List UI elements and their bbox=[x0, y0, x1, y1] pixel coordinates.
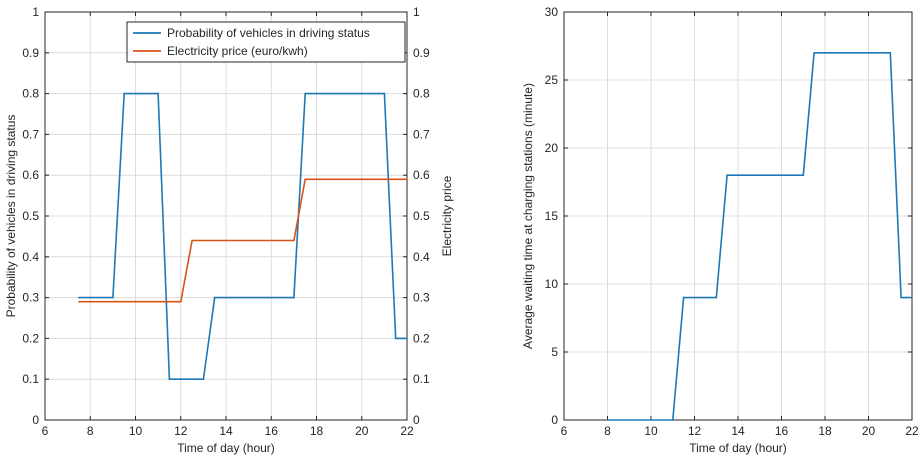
y2-tick-label: 0.8 bbox=[413, 87, 430, 101]
x-tick-label: 14 bbox=[219, 424, 233, 438]
x-tick-label: 6 bbox=[561, 424, 568, 438]
series-2-point bbox=[191, 239, 193, 242]
series-1-point bbox=[112, 296, 114, 299]
y-tick-label: 0.5 bbox=[22, 209, 39, 223]
legend: Probability of vehicles in driving statu… bbox=[126, 21, 406, 63]
x-tick-label: 12 bbox=[174, 424, 188, 438]
y-tick-label: 0.8 bbox=[22, 87, 39, 101]
y2-tick-label: 0.2 bbox=[413, 331, 430, 345]
series-2-point bbox=[406, 178, 408, 181]
x-tick-label: 10 bbox=[644, 424, 658, 438]
y2-axis-label: Electricity price bbox=[440, 175, 454, 256]
series-1-point bbox=[911, 296, 913, 299]
y2-tick-label: 0.1 bbox=[413, 372, 430, 386]
y-axis-label: Average waiting time at charging station… bbox=[521, 83, 535, 349]
x-tick-label: 8 bbox=[87, 424, 94, 438]
y-tick-label: 30 bbox=[545, 5, 559, 19]
x-tick-label: 16 bbox=[775, 424, 789, 438]
x-tick-label: 8 bbox=[604, 424, 611, 438]
x-tick-label: 22 bbox=[400, 424, 414, 438]
series-1-point bbox=[78, 296, 80, 299]
y-tick-label: 0.6 bbox=[22, 168, 39, 182]
series-1-point bbox=[889, 52, 892, 54]
y-tick-label: 0.4 bbox=[22, 250, 39, 264]
series-1-point bbox=[157, 92, 159, 95]
y-tick-label: 0.2 bbox=[22, 331, 39, 345]
y-tick-label: 20 bbox=[545, 141, 559, 155]
y-tick-label: 0 bbox=[551, 413, 558, 427]
x-tick-label: 18 bbox=[818, 424, 832, 438]
y-axis-label: Probability of vehicles in driving statu… bbox=[4, 115, 18, 318]
series-2-point bbox=[293, 239, 295, 242]
y-tick-label: 10 bbox=[545, 277, 559, 291]
x-tick-label: 12 bbox=[688, 424, 702, 438]
x-tick-label: 16 bbox=[265, 424, 279, 438]
series-1-point bbox=[606, 419, 609, 421]
y-tick-label: 0.9 bbox=[22, 46, 39, 60]
series-line-1 bbox=[607, 51, 912, 421]
y2-tick-label: 0.7 bbox=[413, 127, 430, 141]
y-tick-label: 0 bbox=[32, 413, 39, 427]
y2-tick-label: 0.9 bbox=[413, 46, 430, 60]
x-tick-label: 6 bbox=[42, 424, 49, 438]
series-2-point bbox=[78, 300, 80, 303]
x-axis-label: Time of day (hour) bbox=[689, 441, 787, 455]
legend-entry-1: Probability of vehicles in driving statu… bbox=[167, 26, 370, 40]
series-1-point bbox=[726, 174, 728, 176]
series-1-point bbox=[304, 92, 306, 95]
y-tick-label: 5 bbox=[551, 345, 558, 359]
series-line-2 bbox=[78, 178, 407, 303]
x-tick-label: 10 bbox=[129, 424, 143, 438]
series-line-1 bbox=[78, 92, 407, 381]
x-tick-label: 22 bbox=[905, 424, 919, 438]
series-1-point bbox=[671, 419, 674, 421]
y-tick-label: 0.7 bbox=[22, 127, 39, 141]
y-tick-label: 25 bbox=[545, 73, 559, 87]
y2-tick-label: 0 bbox=[413, 413, 420, 427]
y2-tick-label: 1 bbox=[413, 5, 420, 19]
y2-tick-label: 0.6 bbox=[413, 168, 430, 182]
y-tick-label: 0.1 bbox=[22, 372, 39, 386]
series-2-point bbox=[179, 300, 182, 303]
y2-tick-label: 0.5 bbox=[413, 209, 430, 223]
series-1-point bbox=[213, 296, 216, 299]
series-1-point bbox=[900, 296, 902, 299]
legend-box bbox=[126, 21, 406, 63]
y-tick-label: 0.3 bbox=[22, 291, 39, 305]
x-tick-label: 14 bbox=[731, 424, 745, 438]
series-1-point bbox=[202, 378, 205, 381]
x-axis-label: Time of day (hour) bbox=[177, 441, 275, 455]
series-2-point bbox=[304, 178, 306, 181]
series-1-point bbox=[715, 296, 718, 299]
series-1-point bbox=[123, 92, 125, 95]
y2-tick-label: 0.3 bbox=[413, 291, 430, 305]
legend-entry-2: Electricity price (euro/kwh) bbox=[167, 44, 308, 58]
series-1-point bbox=[383, 92, 386, 95]
series-1-point bbox=[168, 378, 171, 381]
series-1-point bbox=[813, 52, 815, 54]
x-tick-label: 20 bbox=[355, 424, 369, 438]
series-1-point bbox=[802, 174, 805, 176]
x-tick-label: 20 bbox=[862, 424, 876, 438]
x-tick-label: 18 bbox=[310, 424, 324, 438]
series-1-point bbox=[394, 337, 397, 340]
y-tick-label: 1 bbox=[32, 5, 39, 19]
series-1-point bbox=[682, 296, 685, 299]
series-1-point bbox=[406, 337, 408, 340]
chart-panel-1: 6 8 10 12 14 16 18 20 2200.10.20.30.40.50.60.70.… bbox=[4, 5, 454, 455]
chart-panel-2: 6 8 10 12 14 16 18 20 22 0 5 10 15 20 25 30 Time of day … bbox=[521, 5, 919, 455]
series-1-point bbox=[293, 296, 295, 299]
y-tick-label: 15 bbox=[545, 209, 559, 223]
y2-tick-label: 0.4 bbox=[413, 250, 430, 264]
